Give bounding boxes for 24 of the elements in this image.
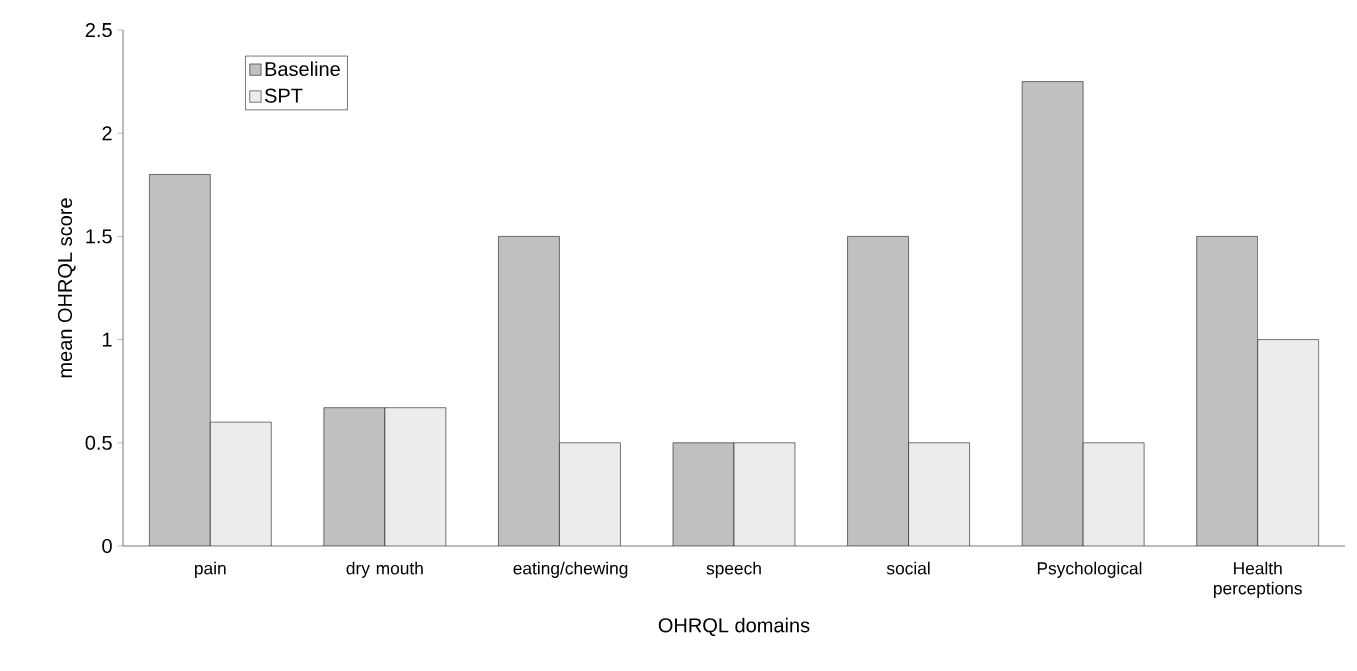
bar (210, 422, 272, 546)
x-tick-label: Health perceptions (1214, 561, 1302, 598)
x-tick-label: pain (195, 561, 226, 578)
bar (1083, 442, 1145, 546)
legend-label: SPT (264, 88, 303, 103)
x-tick-label: social (886, 561, 930, 575)
y-axis-title: mean OHRQL score (57, 198, 76, 378)
x-tick-label: Psychological (1037, 561, 1142, 578)
y-tick-label: 0 (102, 538, 112, 554)
bar (734, 442, 795, 546)
y-tick-label: 2 (102, 126, 112, 141)
x-tick-label: dry mouth (346, 561, 423, 578)
y-tick-label: 1 (103, 332, 112, 347)
y-tick-label: 2.5 (85, 22, 112, 38)
legend-label: Baseline (265, 61, 340, 77)
bar (384, 407, 446, 546)
bar (1257, 339, 1319, 546)
y-tick-label: 1.5 (86, 229, 112, 244)
bar (908, 442, 970, 546)
bar (559, 442, 621, 546)
x-tick-label: eating/chewing (513, 561, 628, 578)
x-axis-title: OHRQL domains (658, 617, 810, 636)
y-tick-label: 0.5 (85, 435, 112, 450)
x-tick-label: speech (706, 561, 761, 578)
